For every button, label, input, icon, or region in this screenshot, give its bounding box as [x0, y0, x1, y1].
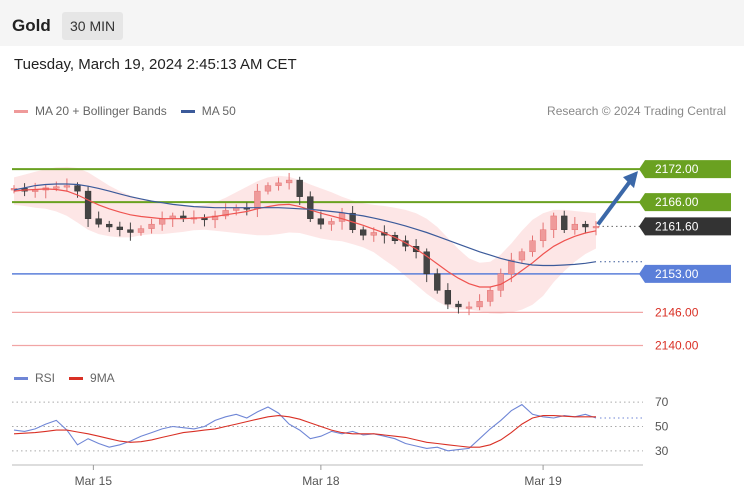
candle-body — [476, 301, 483, 308]
price-labels: 2172.00 2166.00 2161.60 2153.00 2146.00 2140.… — [639, 160, 731, 352]
candle-body — [582, 223, 589, 228]
candle-body — [285, 179, 293, 184]
level-label-2166.00: 2166.00 — [655, 195, 699, 209]
candle-body — [328, 221, 335, 225]
rsi-tick-30: 30 — [655, 444, 669, 458]
candle-body — [338, 212, 346, 222]
candle-body — [360, 229, 367, 236]
candle-body — [264, 185, 272, 192]
level-label-2153.00: 2153.00 — [655, 267, 699, 281]
level-label-2161.60: 2161.60 — [655, 219, 699, 233]
candle-body — [63, 185, 71, 188]
candle-body — [444, 290, 452, 305]
legend-item-ma20: MA 20 + Bollinger Bands — [14, 104, 167, 118]
moving-averages — [13, 171, 638, 288]
legend-item-rsi: RSI — [14, 371, 55, 385]
candle-body — [550, 215, 557, 230]
rsi-panel: 30 50 70 — [12, 395, 669, 458]
candle-body — [487, 290, 494, 302]
candle-body — [508, 259, 515, 275]
candle-body — [106, 223, 113, 228]
candle-body — [434, 273, 441, 291]
legend-swatch-ma50 — [180, 109, 195, 113]
candle-body — [158, 218, 166, 225]
level-tag-2153.00 — [639, 264, 731, 283]
candle-body — [465, 306, 473, 309]
candle-body — [370, 232, 377, 236]
x-tick-label: Mar 19 — [524, 474, 562, 488]
rsi-legend: RSI 9MA — [14, 371, 129, 385]
legend-swatch-rsi — [14, 376, 28, 380]
x-tick-label: Mar 15 — [75, 474, 113, 488]
x-axis: Mar 15 Mar 18 Mar 19 — [12, 464, 643, 488]
rsi-tick-70: 70 — [655, 395, 669, 409]
candle-body — [423, 251, 430, 275]
candle-body — [127, 229, 134, 233]
timeframe-chip[interactable]: 30 MIN — [62, 12, 124, 40]
legend-label-9ma: 9MA — [90, 371, 115, 385]
level-tag-2172.00 — [639, 160, 731, 179]
research-credit: Research © 2024 Trading Central — [547, 104, 726, 118]
projection-arrow-shaft — [596, 178, 633, 226]
bollinger-band-fill — [14, 166, 596, 314]
candle-body — [571, 223, 578, 230]
legend-label-rsi: RSI — [35, 371, 56, 385]
rsi-series-9MA — [13, 415, 596, 448]
candle-body — [317, 218, 325, 225]
candle-body — [53, 186, 60, 189]
candles — [10, 172, 600, 316]
projection-arrow-head — [623, 171, 638, 189]
bollinger-bands — [14, 166, 596, 314]
price-levels — [12, 168, 643, 347]
candle-body — [307, 196, 314, 219]
rsi-series-RSI — [13, 403, 597, 452]
main-legend: MA 20 + Bollinger Bands MA 50 — [14, 104, 250, 118]
candle-body — [32, 189, 39, 192]
ma20-line — [13, 188, 597, 288]
legend-label-ma20: MA 20 + Bollinger Bands — [35, 104, 167, 118]
candle-body — [95, 218, 102, 225]
timestamp: Tuesday, March 19, 2024 2:45:13 AM CET — [14, 56, 297, 73]
candle-body — [561, 215, 568, 230]
ma50-line — [13, 183, 597, 267]
level-tag-2166.00 — [639, 193, 731, 212]
candle-body — [148, 223, 155, 229]
instrument-title: Gold — [12, 16, 51, 35]
x-tick-label: Mar 18 — [302, 474, 340, 488]
rsi-tick-50: 50 — [655, 420, 669, 434]
level-label-2172.00: 2172.00 — [655, 162, 699, 176]
header-bar: Gold 30 MIN — [0, 0, 744, 46]
candle-body — [74, 185, 81, 192]
candle-body — [137, 228, 145, 233]
candle-body — [518, 251, 526, 261]
level-label-2140.00: 2140.00 — [655, 338, 699, 352]
candle-body — [296, 179, 303, 197]
candle-body — [254, 190, 261, 210]
legend-item-9ma: 9MA — [69, 371, 115, 385]
candle-body — [455, 303, 462, 308]
candle-body — [529, 240, 536, 253]
candle-body — [497, 273, 504, 291]
candle-body — [84, 190, 92, 219]
level-label-2146.00: 2146.00 — [655, 305, 699, 319]
candle-body — [116, 226, 123, 230]
level-tag-2161.60 — [639, 217, 731, 236]
candle-body — [592, 226, 600, 229]
legend-label-ma50: MA 50 — [201, 104, 236, 118]
candle-body — [222, 210, 229, 217]
legend-item-ma50: MA 50 — [180, 104, 236, 118]
candle-body — [539, 229, 547, 241]
legend-swatch-ma20 — [14, 109, 28, 113]
legend-swatch-9ma — [69, 376, 84, 380]
candle-body — [275, 182, 282, 186]
